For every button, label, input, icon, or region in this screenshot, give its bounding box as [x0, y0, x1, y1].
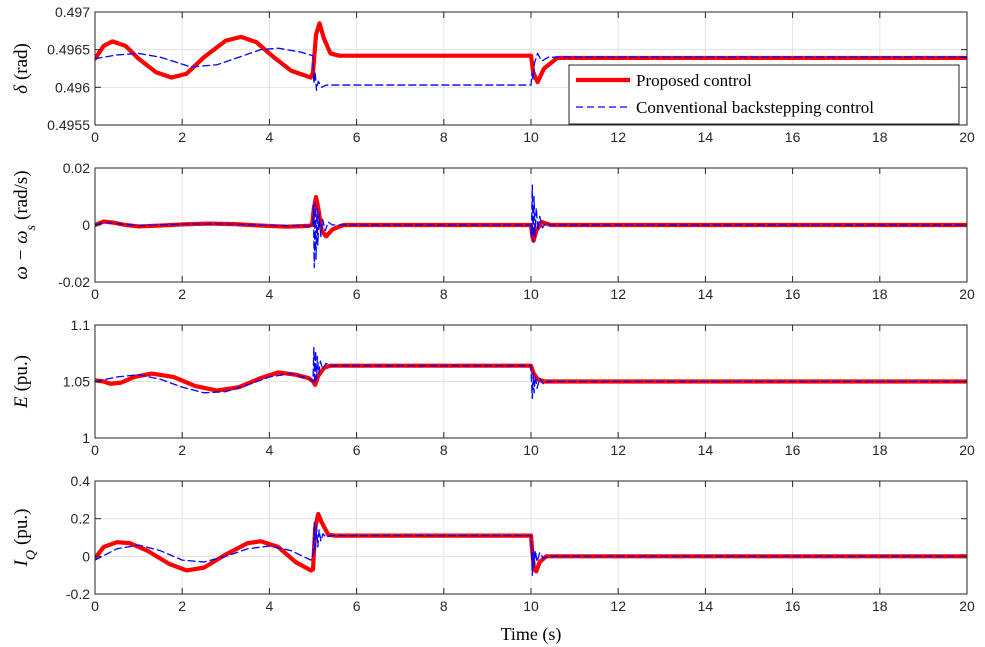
y-tick-label: 0.497	[55, 4, 90, 20]
x-tick-label: 16	[785, 129, 801, 145]
x-tick-label: 12	[610, 598, 626, 614]
x-tick-label: 0	[91, 129, 99, 145]
x-tick-label: 2	[178, 129, 186, 145]
x-tick-label: 2	[178, 598, 186, 614]
subplot-4: 0 2 4 6 8 10 12 14 16 18 20-0.200.20.4IQ(pu.)Time …	[11, 473, 975, 645]
x-tick-label: 4	[266, 129, 274, 145]
x-tick-label: 8	[440, 442, 448, 458]
y-axis-label: ω − ωs(rad/s)	[11, 170, 39, 279]
x-tick-label: 16	[785, 442, 801, 458]
y-axis-label: E(pu.)	[11, 355, 32, 409]
series-conventional-line	[95, 47, 967, 91]
x-tick-label: 16	[785, 598, 801, 614]
x-tick-label: 12	[610, 129, 626, 145]
y-tick-label: 0.02	[63, 160, 90, 176]
subplot-1: 0 2 4 6 8 10 12 14 16 18 20 0.4955 0.496 0.4965 0.497 δ…	[11, 4, 975, 145]
x-tick-label: 10	[523, 129, 539, 145]
x-tick-label: 14	[698, 286, 714, 302]
x-tick-label: 4	[266, 442, 274, 458]
x-tick-label: 8	[440, 286, 448, 302]
y-tick-label: 1	[82, 430, 90, 446]
x-tick-label: 18	[872, 286, 888, 302]
y-tick-label: -0.2	[66, 586, 90, 602]
y-tick-label: 0.4965	[47, 42, 90, 58]
series-proposed-line	[95, 21, 967, 85]
x-tick-label: 12	[610, 442, 626, 458]
legend: Proposed control Conventional backsteppin…	[568, 64, 960, 125]
y-tick-label: -0.02	[58, 274, 90, 290]
x-tick-label: 18	[872, 442, 888, 458]
x-tick-label: 10	[523, 286, 539, 302]
x-tick-label: 20	[959, 442, 975, 458]
x-tick-label: 6	[353, 598, 361, 614]
y-axis-label: IQ(pu.)	[11, 509, 39, 568]
x-tick-label: 18	[872, 598, 888, 614]
y-axis-label: δ(rad)	[11, 43, 32, 94]
y-tick-label: 0	[82, 548, 90, 564]
x-tick-label: 20	[959, 286, 975, 302]
series-conventional-line	[95, 521, 967, 576]
x-tick-label: 0	[91, 286, 99, 302]
legend-entry: Proposed control	[636, 71, 752, 90]
y-tick-label: 0.4955	[47, 117, 90, 133]
x-tick-label: 6	[353, 442, 361, 458]
x-tick-label: 6	[353, 129, 361, 145]
x-tick-label: 14	[698, 129, 714, 145]
y-tick-label: 0.2	[71, 511, 91, 527]
y-tick-label: 0.4	[71, 473, 91, 489]
x-tick-label: 12	[610, 286, 626, 302]
x-tick-label: 14	[698, 598, 714, 614]
x-tick-label: 2	[178, 286, 186, 302]
subplot-3: 0 2 4 6 8 10 12 14 16 18 20 1 1.05 1.1 E(pu.)	[11, 317, 975, 458]
y-tick-label: 1.05	[63, 374, 90, 390]
x-tick-label: 20	[959, 598, 975, 614]
y-tick-label: 1.1	[71, 317, 91, 333]
x-tick-label: 10	[523, 442, 539, 458]
legend-entry: Conventional backstepping control	[636, 98, 874, 117]
x-tick-label: 16	[785, 286, 801, 302]
series-conventional-line	[95, 346, 967, 400]
y-tick-label: 0.496	[55, 79, 90, 95]
legend-box	[568, 64, 960, 125]
x-tick-label: 20	[959, 129, 975, 145]
series-conventional-line	[95, 184, 967, 269]
x-tick-label: 0	[91, 598, 99, 614]
x-tick-label: 4	[266, 598, 274, 614]
x-tick-label: 14	[698, 442, 714, 458]
x-tick-label: 18	[872, 129, 888, 145]
x-tick-label: 0	[91, 442, 99, 458]
x-axis-label: Time (s)	[501, 624, 562, 645]
x-tick-label: 6	[353, 286, 361, 302]
x-tick-label: 8	[440, 598, 448, 614]
x-tick-label: 10	[523, 598, 539, 614]
x-tick-label: 4	[266, 286, 274, 302]
y-tick-label: 0	[82, 217, 90, 233]
x-tick-label: 2	[178, 442, 186, 458]
x-tick-label: 8	[440, 129, 448, 145]
